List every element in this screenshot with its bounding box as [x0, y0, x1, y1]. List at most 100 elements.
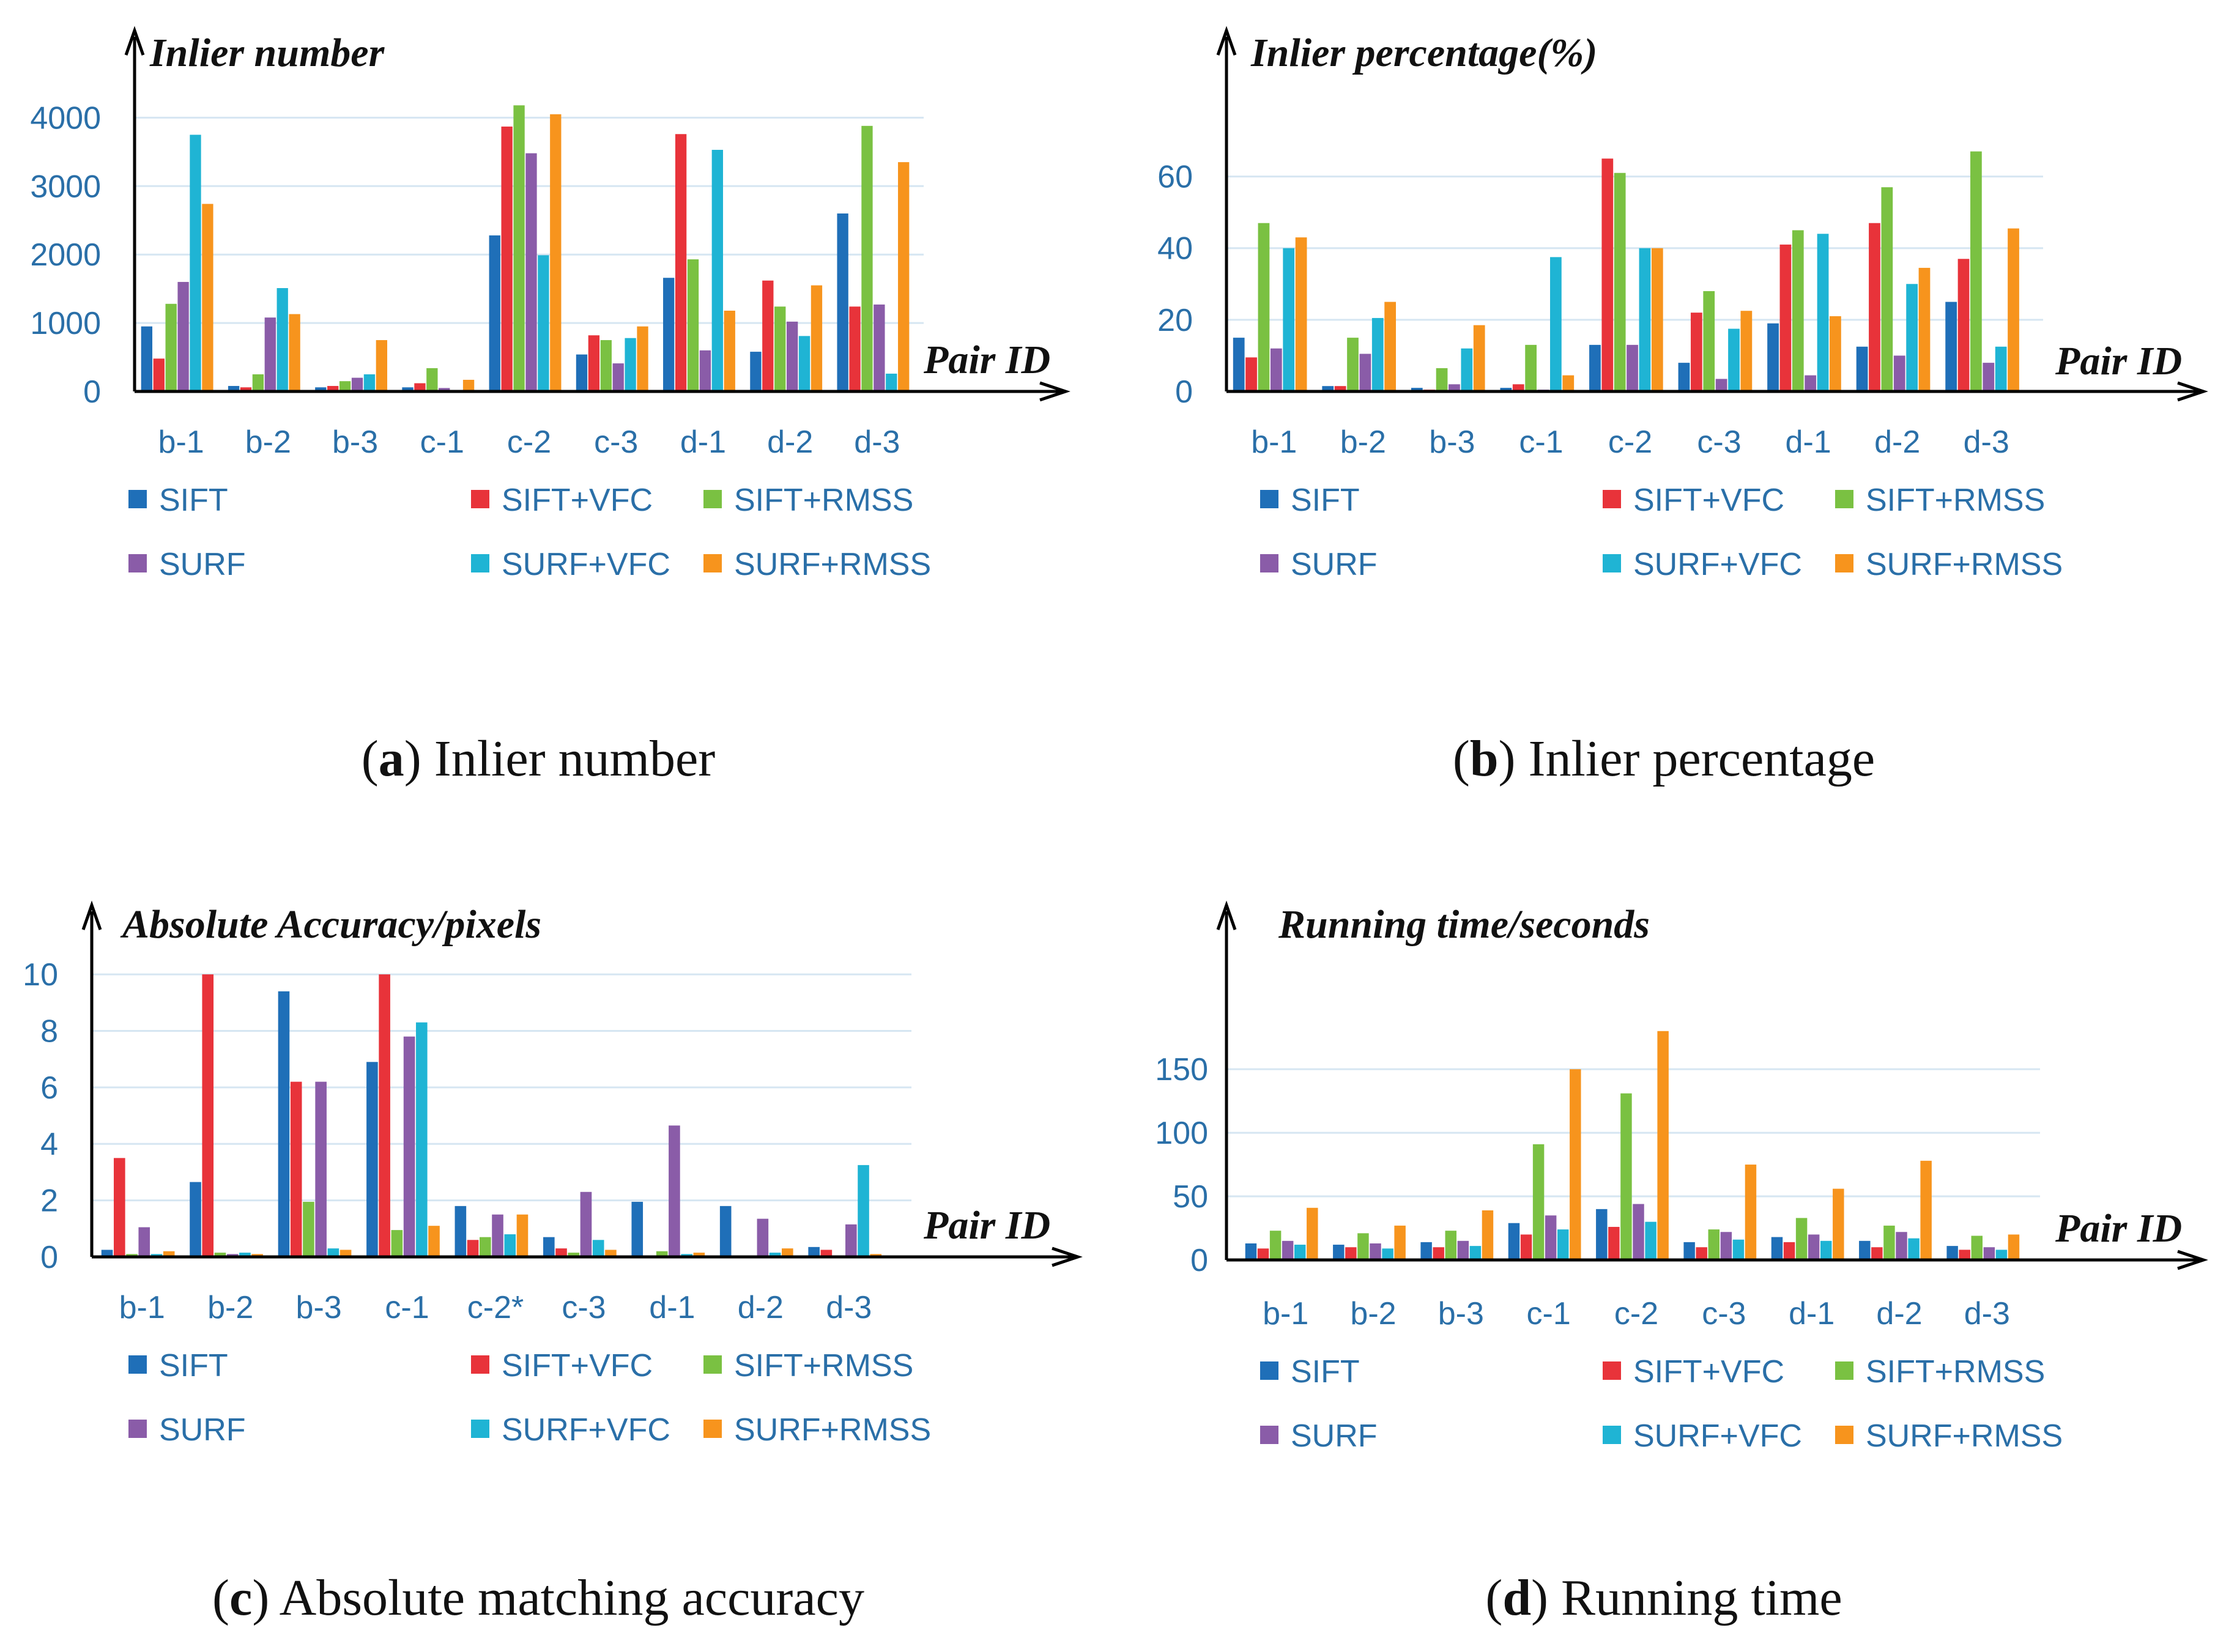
y-tick-label: 8 — [40, 1013, 58, 1049]
bar-sift-rmss-b-1 — [1258, 223, 1270, 391]
bar-surf-rmss-c-1 — [428, 1226, 440, 1257]
bar-sift-rmss-d-1 — [1792, 230, 1804, 391]
bar-sift-vfc-d-2 — [1871, 1247, 1883, 1260]
x-axis-title: Pair ID — [923, 1203, 1050, 1248]
y-tick-label: 40 — [1157, 231, 1193, 267]
y-tick-label: 150 — [1155, 1052, 1208, 1087]
bar-surf-vfc-b-3 — [363, 374, 376, 391]
bar-sift-vfc-b-1 — [1245, 357, 1257, 391]
y-tick-label: 2 — [40, 1183, 58, 1219]
x-tick-label: c-3 — [1697, 424, 1741, 460]
legend-swatch-sift-vfc — [1603, 490, 1621, 508]
bar-surf-vfc-c-3 — [625, 338, 636, 391]
x-tick-label: c-1 — [385, 1290, 429, 1325]
y-tick-label: 0 — [1175, 374, 1193, 410]
bar-sift-d-2 — [1856, 346, 1868, 391]
bar-sift-b-2 — [1322, 386, 1334, 391]
bar-surf-b-1 — [138, 1227, 150, 1257]
bar-sift-vfc-b-2 — [240, 387, 252, 391]
y-tick-label: 0 — [1190, 1243, 1208, 1278]
bar-sift-rmss-c-2star — [480, 1237, 491, 1257]
legend-swatch-surf-rmss — [703, 1420, 722, 1438]
bar-surf-c-3 — [612, 363, 624, 391]
bar-sift-b-3 — [315, 387, 327, 391]
bar-surf-vfc-c-1 — [1550, 257, 1562, 391]
bar-surf-rmss-b-1 — [202, 204, 213, 391]
bar-sift-rmss-d-3 — [1970, 151, 1982, 392]
legend-swatch-surf-vfc — [1603, 554, 1621, 572]
x-axis-title: Pair ID — [2055, 339, 2182, 383]
chart-panel-a: 0 1000 2000 3000 4000 b-1 b-2 b-3 c-1 c-2 c-3 d-1 d-… — [30, 26, 1070, 787]
bar-surf-c-2 — [525, 153, 537, 392]
bar-sift-c-2 — [1596, 1209, 1608, 1260]
bar-sift-vfc-d-1 — [1779, 244, 1792, 391]
bar-sift-d-1 — [1767, 323, 1779, 391]
bar-surf-c-3 — [580, 1191, 592, 1257]
bar-surf-b-1 — [177, 281, 189, 391]
bar-surf-vfc-d-2 — [1908, 1238, 1920, 1260]
x-tick-label: c-1 — [1519, 424, 1563, 460]
bar-sift-rmss-d-3 — [861, 125, 873, 392]
bar-sift-c-3 — [543, 1237, 555, 1257]
bar-sift-b-2 — [1333, 1245, 1345, 1260]
chart-panel-d: 0 50 100 150 b-1 b-2 b-3 c-1 c-2 c-3 d-1 d-2 d-3 Runn… — [1155, 900, 2208, 1626]
bar-surf-vfc-d-2 — [798, 336, 811, 391]
bar-sift-vfc-c-1 — [414, 383, 426, 391]
x-tick-label: d-1 — [680, 424, 726, 460]
bar-sift-d-3 — [808, 1246, 820, 1257]
bar-surf-vfc-b-1 — [190, 135, 201, 391]
x-tick-label: c-2 — [1614, 1296, 1658, 1332]
bar-surf-rmss-c-3 — [1745, 1165, 1757, 1260]
x-tick-label: b-1 — [119, 1290, 165, 1325]
bar-sift-c-1 — [366, 1062, 378, 1257]
legend-label: SURF+VFC — [502, 547, 670, 582]
bar-sift-vfc-b-1 — [114, 1158, 125, 1257]
bar-surf-rmss-b-3 — [1473, 325, 1485, 391]
legend-label: SIFT+VFC — [502, 1348, 653, 1383]
bar-sift-c-3 — [576, 354, 588, 391]
bar-sift-vfc-b-2 — [202, 974, 214, 1257]
bar-sift-d-2 — [719, 1206, 732, 1257]
bar-surf-d-2 — [1893, 355, 1905, 391]
bar-sift-d-2 — [1859, 1240, 1871, 1260]
bar-sift-rmss-d-3 — [1971, 1235, 1983, 1260]
x-tick-label: c-1 — [420, 424, 464, 460]
bar-surf-vfc-c-3 — [1728, 328, 1740, 391]
legend-swatch-surf-rmss — [1835, 554, 1853, 572]
legend-label: SURF — [159, 1412, 246, 1448]
x-axis-arrow — [1039, 381, 1070, 402]
bar-sift-rmss-d-1 — [1795, 1218, 1808, 1260]
panel-caption: (b) Inlier percentage — [1453, 730, 1875, 787]
x-tick-label: b-1 — [158, 424, 204, 460]
bar-surf-vfc-d-2 — [769, 1253, 781, 1257]
x-tick-label: b-3 — [332, 424, 378, 460]
bar-sift-rmss-d-1 — [656, 1251, 668, 1257]
x-tick-label: c-2 — [507, 424, 551, 460]
x-tick-label: b-3 — [1438, 1296, 1484, 1332]
legend-label: SIFT+RMSS — [734, 483, 913, 518]
bar-surf-vfc-b-2 — [276, 288, 288, 391]
bar-sift-rmss-c-1 — [1532, 1144, 1545, 1260]
bar-surf-rmss-c-2 — [1657, 1031, 1669, 1260]
bar-surf-b-3 — [351, 377, 363, 391]
bar-sift-rmss-b-3 — [1445, 1231, 1456, 1260]
legend-swatch-surf — [1260, 554, 1278, 572]
legend-label: SURF — [1291, 547, 1378, 582]
bar-surf-vfc-d-1 — [1817, 234, 1829, 391]
bar-surf-rmss-d-1 — [724, 310, 735, 391]
bar-surf-rmss-c-3 — [605, 1250, 617, 1257]
bar-sift-rmss-d-1 — [687, 259, 699, 391]
x-tick-label: d-2 — [738, 1290, 784, 1325]
bar-surf-d-3 — [1983, 1247, 1995, 1260]
panel-caption: (c) Absolute matching accuracy — [212, 1569, 864, 1626]
bar-sift-rmss-b-1 — [1269, 1231, 1282, 1260]
bar-sift-b-3 — [278, 991, 290, 1257]
bar-sift-rmss-c-3 — [568, 1253, 580, 1257]
x-tick-label: b-2 — [1340, 424, 1386, 460]
bar-sift-d-3 — [1945, 302, 1957, 391]
x-axis-arrow — [1052, 1246, 1083, 1267]
bar-sift-c-2star — [454, 1206, 467, 1257]
x-tick-label: b-1 — [1251, 424, 1297, 460]
bar-sift-c-1 — [402, 387, 414, 391]
